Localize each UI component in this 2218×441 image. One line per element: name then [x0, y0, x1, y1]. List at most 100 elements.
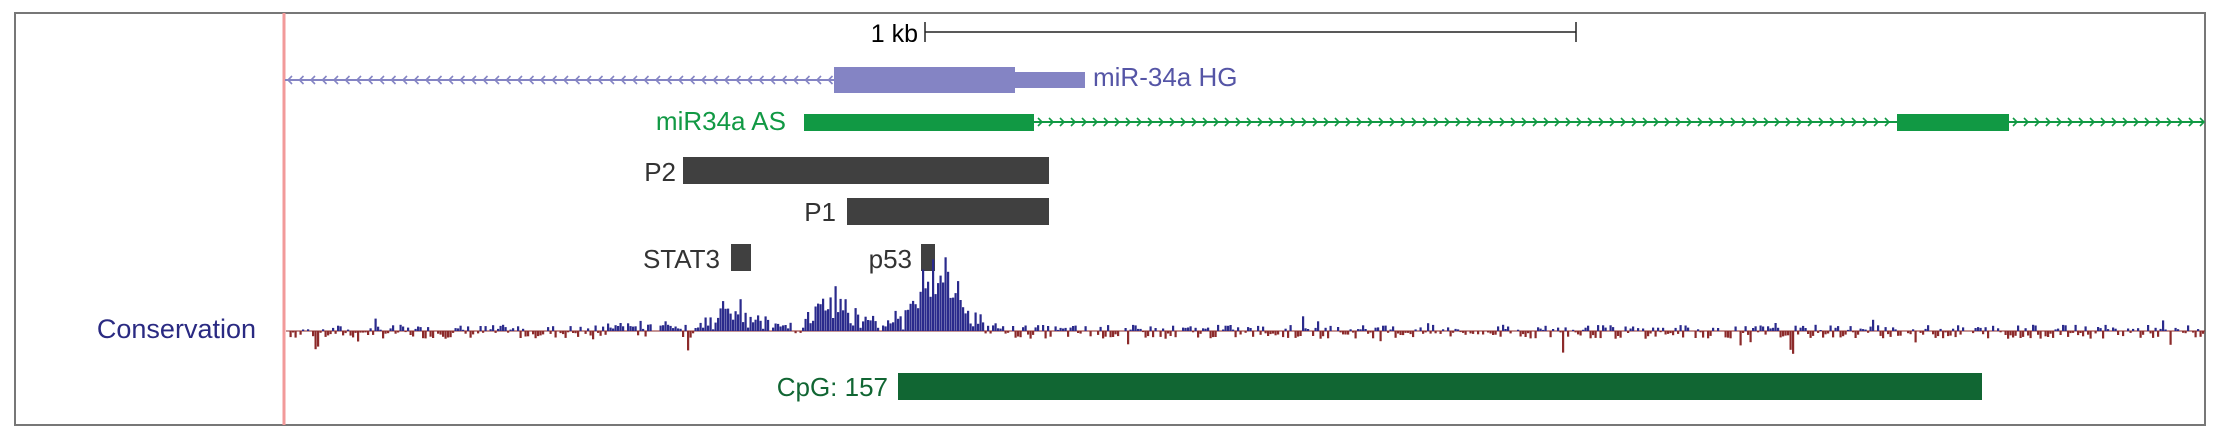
conservation-bar: [1049, 331, 1052, 337]
strand-chevron: [1125, 117, 1132, 127]
conservation-bar: [1024, 325, 1027, 331]
strand-chevron: [585, 75, 592, 85]
conservation-label: Conservation: [97, 314, 256, 344]
conservation-bar: [2102, 331, 2105, 339]
conservation-bar: [689, 331, 692, 338]
conservation-bar: [512, 328, 515, 331]
conservation-bar: [1229, 325, 1232, 331]
conservation-bar: [1542, 329, 1545, 331]
conservation-bar: [1574, 331, 1577, 333]
strand-chevron: [1554, 117, 1561, 127]
conservation-bar: [1539, 328, 1542, 331]
conservation-bar: [2079, 331, 2082, 333]
strand-chevron: [1246, 117, 1253, 127]
conservation-bar: [774, 323, 777, 331]
strand-chevron: [1499, 117, 1506, 127]
conservation-bar: [907, 309, 910, 331]
conservation-bar: [1534, 331, 1537, 339]
conservation-bar: [637, 331, 640, 336]
conservation-bar: [822, 298, 825, 331]
conservation-bar: [924, 288, 927, 331]
conservation-bar: [994, 323, 997, 331]
conservation-bar: [1152, 331, 1155, 338]
conservation-bar: [799, 331, 802, 333]
conservation-bar: [517, 326, 520, 331]
conservation-bar: [1392, 326, 1395, 331]
conservation-bar: [407, 327, 410, 331]
conservation-bar: [944, 257, 947, 331]
strand-chevron: [1279, 117, 1286, 127]
conservation-bar: [1057, 329, 1060, 331]
conservation-bar: [2182, 331, 2185, 333]
conservation-bar: [479, 326, 482, 331]
gene-track-mir34a-as[interactable]: miR34a AS: [656, 106, 2206, 136]
conservation-bar: [312, 331, 315, 337]
conservation-bar: [1427, 323, 1430, 331]
conservation-bar: [432, 331, 435, 338]
conservation-bar: [1079, 331, 1082, 334]
conservation-bar: [2059, 331, 2062, 335]
conservation-bar: [1469, 331, 1472, 334]
conservation-bar: [1247, 327, 1250, 331]
conservation-bar: [1527, 331, 1530, 334]
conservation-bar: [739, 299, 742, 331]
strand-chevron: [1235, 117, 1242, 127]
gene-track-mir34a-hg[interactable]: miR-34a HG: [285, 62, 1237, 93]
conservation-bar: [1587, 325, 1590, 331]
conservation-bar: [484, 326, 487, 331]
gene-exon-thick: [834, 67, 1015, 93]
conservation-bar: [342, 331, 345, 336]
conservation-bar: [937, 283, 940, 331]
conservation-bar: [1317, 321, 1320, 331]
conservation-bar: [899, 316, 902, 331]
conservation-bar: [1389, 329, 1392, 331]
strand-chevron: [574, 75, 581, 85]
conservation-bar: [882, 325, 885, 331]
feature-stat3[interactable]: STAT3: [643, 244, 751, 274]
gene-label-mir34a-as: miR34a AS: [656, 106, 786, 136]
conservation-bar: [1997, 328, 2000, 331]
conservation-bar: [1319, 331, 1322, 339]
conservation-bar: [2137, 328, 2140, 331]
feature-p53[interactable]: p53: [869, 244, 935, 274]
conservation-bar: [1322, 331, 1325, 337]
conservation-bar: [1987, 331, 1990, 339]
conservation-bar: [1289, 325, 1292, 331]
conservation-bar: [499, 325, 502, 331]
feature-label-p53: p53: [869, 244, 912, 274]
conservation-bar: [1932, 331, 1935, 335]
conservation-bar: [394, 331, 397, 334]
feature-p1[interactable]: P1: [804, 197, 1049, 227]
strand-chevron: [2122, 117, 2129, 127]
conservation-bar: [427, 327, 430, 331]
conservation-bar: [892, 322, 895, 331]
conservation-bar: [364, 331, 367, 333]
strand-chevron: [1367, 117, 1374, 127]
conservation-bar: [1432, 324, 1435, 331]
conservation-bar: [1927, 325, 1930, 331]
conservation-bar: [2034, 325, 2037, 331]
conservation-bar: [1197, 331, 1200, 338]
conservation-bar: [1779, 331, 1782, 338]
conservation-bar: [1102, 331, 1105, 339]
conservation-bar: [964, 313, 967, 331]
conservation-bar: [967, 310, 970, 331]
conservation-bar: [2054, 329, 2057, 331]
conservation-bar: [2067, 331, 2070, 337]
conservation-bar: [1772, 327, 1775, 331]
conservation-bar: [1962, 327, 1965, 331]
conservation-track[interactable]: Conservation: [97, 257, 2205, 354]
conservation-bar: [1832, 331, 1835, 338]
feature-bar-p1: [847, 198, 1049, 225]
conservation-bar: [992, 325, 995, 331]
conservation-bar: [1814, 324, 1817, 331]
conservation-bar: [1944, 331, 1947, 333]
conservation-bar: [1154, 328, 1157, 331]
conservation-bar: [507, 331, 510, 333]
strand-chevron: [378, 75, 385, 85]
cpg-island-track[interactable]: CpG: 157: [777, 372, 1982, 402]
conservation-bar: [1702, 331, 1705, 338]
conservation-bar: [1647, 331, 1650, 337]
feature-p2[interactable]: P2: [644, 157, 1049, 187]
